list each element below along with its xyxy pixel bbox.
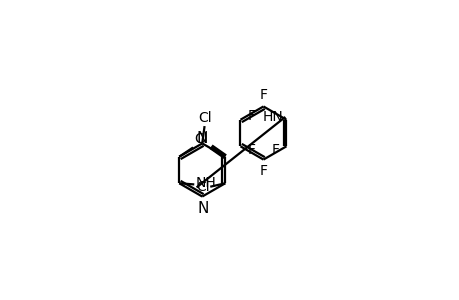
Text: NH: NH bbox=[195, 176, 215, 190]
Text: F: F bbox=[271, 143, 279, 157]
Text: Cl: Cl bbox=[196, 180, 209, 194]
Text: F: F bbox=[247, 143, 255, 157]
Text: N: N bbox=[196, 131, 208, 146]
Text: F: F bbox=[259, 164, 267, 178]
Text: Cl: Cl bbox=[193, 132, 207, 146]
Text: HN: HN bbox=[262, 110, 282, 124]
Text: F: F bbox=[247, 109, 255, 123]
Text: F: F bbox=[259, 88, 267, 102]
Text: N: N bbox=[196, 201, 208, 216]
Text: Cl: Cl bbox=[197, 111, 211, 125]
